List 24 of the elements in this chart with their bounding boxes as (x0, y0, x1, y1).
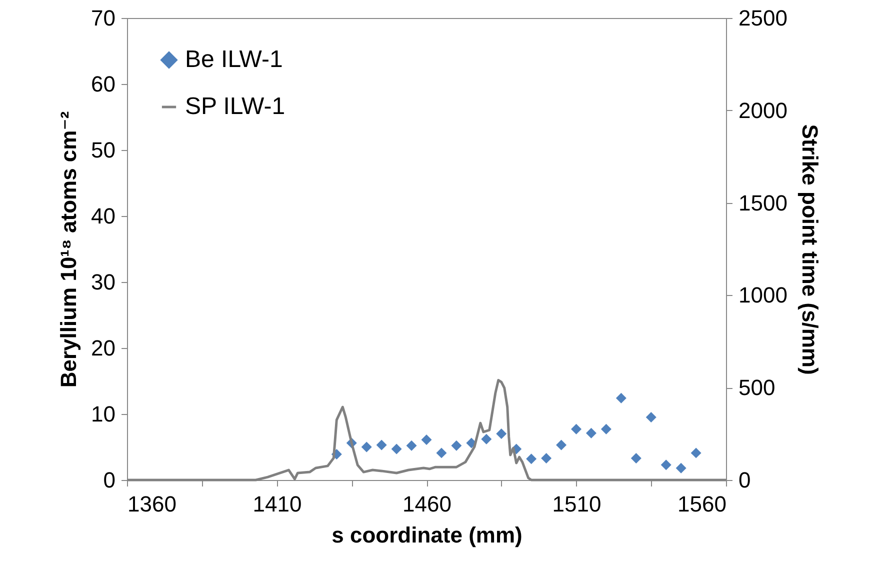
x-tick-label: 1460 (402, 492, 452, 516)
y2-tick-label: 2500 (738, 6, 788, 30)
y-tick-label: 10 (91, 402, 116, 426)
y-tick-label: 60 (91, 72, 116, 96)
y2-tick-label: 1000 (738, 282, 788, 308)
x-tick-label: 1360 (128, 492, 176, 516)
legend-label: Be ILW-1 (185, 46, 283, 73)
y2-axis-title: Strike point time (s/mm) (797, 124, 822, 375)
y-axis-title: Beryllium 10¹⁸ atoms cm⁻² (56, 111, 82, 388)
y-tick-label: 20 (91, 336, 116, 360)
x-tick-label: 1560 (678, 492, 726, 516)
y-tick-label: 70 (91, 6, 116, 30)
y-tick-label: 0 (103, 468, 116, 492)
x-tick-label: 1510 (552, 492, 602, 516)
y-tick-label: 50 (91, 138, 116, 162)
y2-tick-label: 0 (738, 468, 751, 492)
x-axis-title: s coordinate (mm) (332, 522, 522, 548)
x-tick-label: 1410 (252, 492, 302, 516)
y2-tick-label: 2000 (738, 98, 788, 123)
legend-label: SP ILW-1 (185, 93, 286, 120)
y2-tick-label: 1500 (738, 190, 788, 216)
y2-tick-label: 500 (738, 375, 776, 400)
y-tick-label: 40 (91, 204, 116, 228)
y-tick-label: 30 (91, 270, 116, 294)
